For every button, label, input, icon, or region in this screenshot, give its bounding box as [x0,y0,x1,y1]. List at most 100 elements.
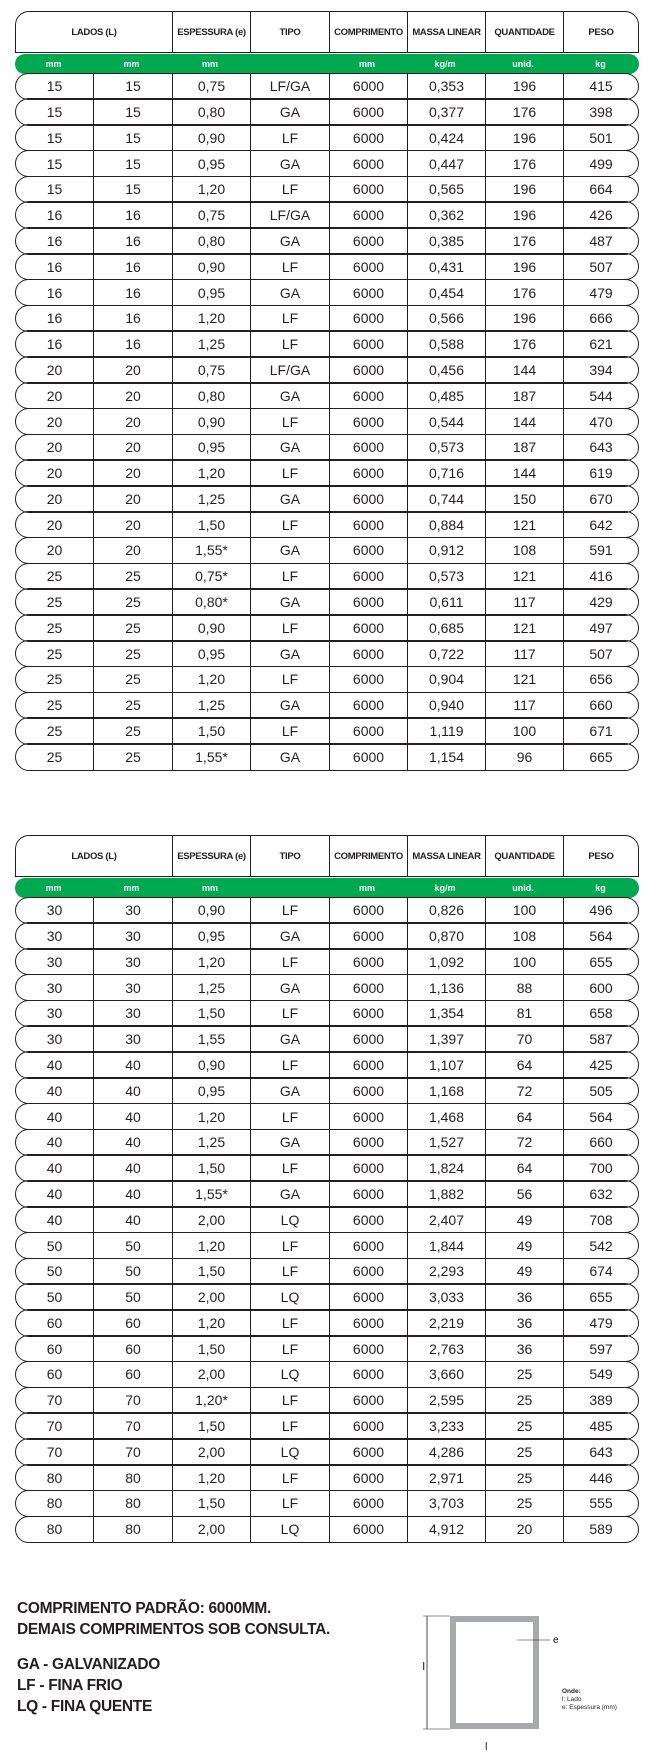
diagram-label-e: e [553,1635,559,1646]
cell-peso: 544 [563,383,638,409]
cell-lado-2: 25 [93,563,172,589]
cell-tipo: LF [250,1155,329,1181]
table-2: LADOS (L) ESPESSURA (e) TIPO COMPRIMENTO MAS… [15,835,639,1543]
cell-quantidade: 117 [485,692,563,718]
cell-quantidade: 108 [485,537,563,564]
cell-espessura: 2,00 [172,1361,250,1388]
cell-massa-linear: 0,904 [407,666,485,693]
cell-comprimento: 6000 [329,563,407,589]
cell-tipo: LF [250,1490,329,1517]
diagram-label-l-vertical: l [423,1661,425,1673]
cell-lado-2: 25 [93,615,172,641]
cell-lado-2: 15 [93,99,172,125]
cell-lado-1: 20 [46,387,63,404]
cell-lado-1: 40 [46,1185,63,1202]
cell-comprimento: 6000 [329,150,407,177]
cell-lado-2: 70 [93,1439,172,1465]
cell-lado-2: 20 [93,460,172,486]
cell-peso: 507 [563,641,638,667]
header-peso: PESO [563,12,638,52]
cell-quantidade: 49 [485,1258,563,1284]
cell-tipo: LF [250,125,329,151]
cell-tipo: LF/GA [250,73,329,99]
unit-quantidade: unid. [512,883,534,893]
cell-tipo: GA [250,434,329,460]
cell-massa-linear: 0,353 [407,73,485,99]
cell-lado-2: 25 [93,666,172,693]
cell-lado-1: 20 [46,542,63,559]
table-row: 20 20 0,75 LF/GA 6000 0,456 144 394 [15,356,639,384]
cell-massa-linear: 1,397 [407,1026,485,1052]
cell-quantidade: 25 [485,1387,563,1413]
cell-lado-1: 25 [46,748,63,765]
cell-peso: 587 [563,1026,638,1052]
cell-peso: 549 [563,1361,638,1388]
unit-peso: kg [595,883,606,893]
cell-quantidade: 25 [485,1439,563,1465]
cell-lado-2: 70 [93,1413,172,1439]
cell-lado-1: 40 [46,1160,63,1177]
cell-comprimento: 6000 [329,460,407,486]
cell-comprimento: 6000 [329,1387,407,1413]
cell-comprimento: 6000 [329,1490,407,1517]
cell-peso: 597 [563,1336,638,1362]
cell-comprimento: 6000 [329,357,407,383]
cell-quantidade: 196 [485,305,563,331]
cell-lado-1: 50 [46,1289,63,1306]
cell-lado-2: 25 [93,692,172,718]
table-row: 15 15 0,80 GA 6000 0,377 176 398 [15,98,639,126]
table-row: 80 80 1,50 LF 6000 3,703 25 555 [15,1489,639,1518]
cell-quantidade: 121 [485,615,563,641]
cell-massa-linear: 0,565 [407,176,485,202]
cell-comprimento: 6000 [329,73,407,99]
table-row: 25 25 0,95 GA 6000 0,722 117 507 [15,640,639,668]
cell-espessura: 1,20 [172,1465,250,1491]
cell-lado-2: 30 [93,1000,172,1026]
units-bar: mm mm mm mm kg/m unid. kg [15,878,639,898]
cell-peso: 479 [563,1310,638,1336]
cell-massa-linear: 1,154 [407,744,485,770]
cell-comprimento: 6000 [329,305,407,331]
legend-ga: GA - GALVANIZADO [17,1656,161,1673]
cell-espessura: 1,50 [172,512,250,538]
cell-comprimento: 6000 [329,1129,407,1155]
cell-quantidade: 176 [485,150,563,177]
table-row: 16 16 1,25 LF 6000 0,588 176 621 [15,330,639,358]
cell-comprimento: 6000 [329,1155,407,1181]
cell-quantidade: 121 [485,666,563,693]
cell-lado-1: 25 [46,568,63,585]
cell-lado-2: 20 [93,357,172,383]
cell-quantidade: 196 [485,254,563,280]
cell-peso: 429 [563,589,638,615]
cell-comprimento: 6000 [329,1465,407,1491]
cell-quantidade: 144 [485,460,563,486]
cell-comprimento: 6000 [329,718,407,744]
cell-lado-1: 80 [46,1469,63,1486]
cell-espessura: 1,20 [172,666,250,693]
cell-massa-linear: 2,971 [407,1465,485,1491]
cell-lado-2: 25 [93,744,172,770]
unit-lado-2: mm [123,883,140,893]
unit-quantidade: unid. [512,59,534,69]
cell-peso: 700 [563,1155,638,1181]
cell-comprimento: 6000 [329,1516,407,1542]
cell-peso: 564 [563,1103,638,1130]
cell-lado-2: 40 [93,1052,172,1078]
cell-espessura: 1,20 [172,949,250,975]
table-row: 50 50 1,50 LF 6000 2,293 49 674 [15,1257,639,1285]
cell-peso: 507 [563,254,638,280]
cell-massa-linear: 1,168 [407,1078,485,1104]
cell-quantidade: 144 [485,408,563,435]
cell-lado-2: 15 [93,150,172,177]
cell-tipo: LF [250,1258,329,1284]
cell-tipo: GA [250,537,329,564]
cell-peso: 660 [563,1129,638,1155]
cell-comprimento: 6000 [329,1439,407,1465]
table-row: 20 20 0,90 LF 6000 0,544 144 470 [15,407,639,436]
cell-comprimento: 6000 [329,1026,407,1052]
cell-quantidade: 100 [485,949,563,975]
table-header: LADOS (L) ESPESSURA (e) TIPO COMPRIMENTO MAS… [15,11,639,53]
cell-lado-1: 25 [46,723,63,740]
unit-massa-linear: kg/m [434,883,456,893]
cell-tipo: LF [250,176,329,202]
